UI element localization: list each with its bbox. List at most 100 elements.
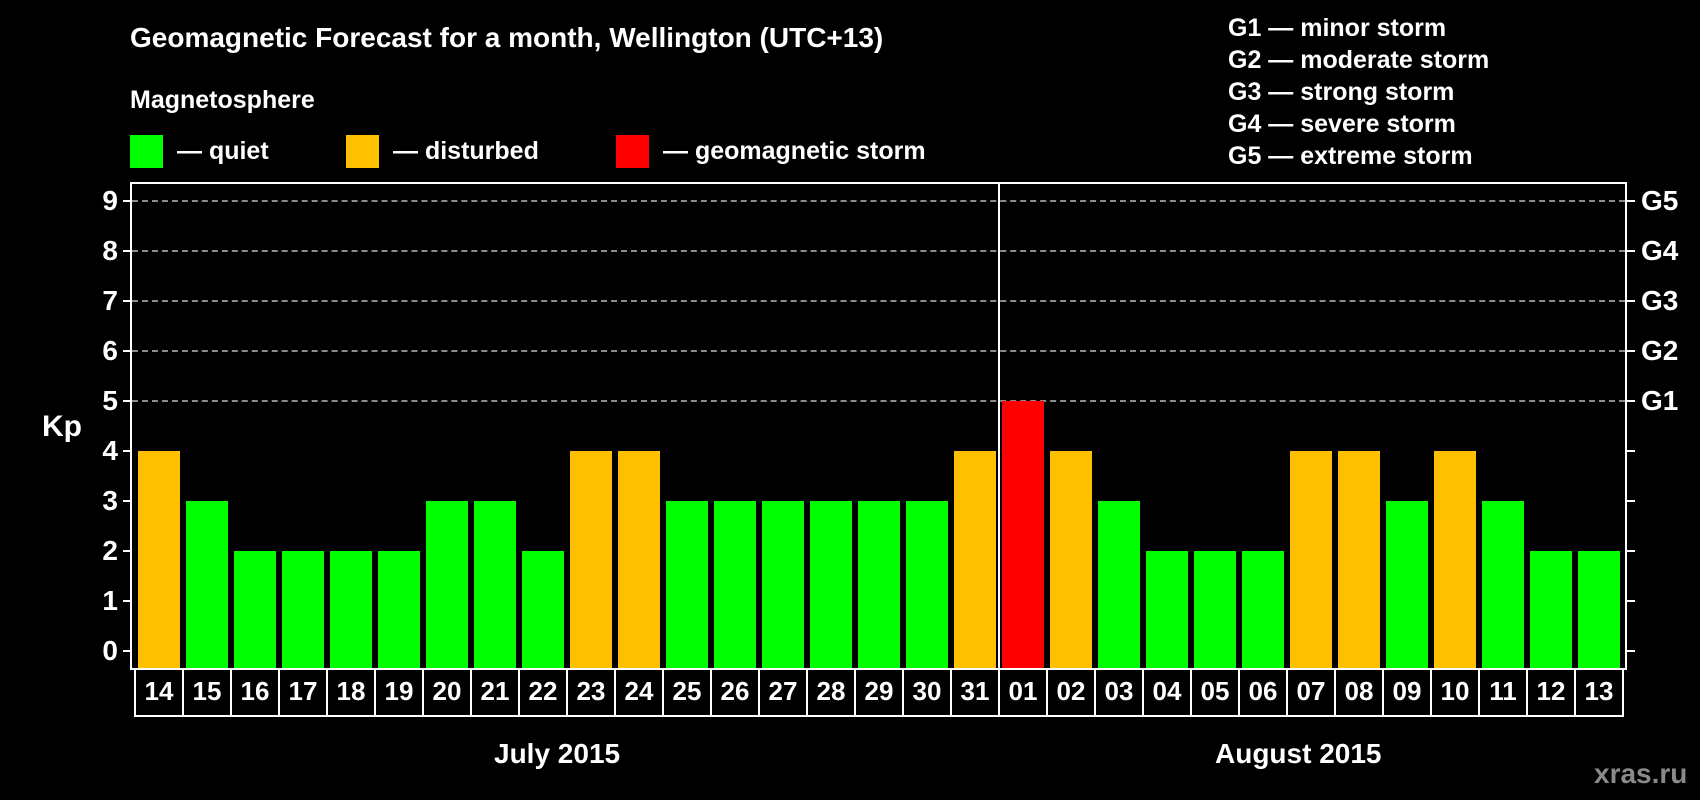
g-scale-legend: G1 — minor storm G2 — moderate storm G3 … [1228, 12, 1489, 172]
date-label: 13 [1576, 668, 1624, 715]
bar-quiet [282, 551, 324, 668]
g-scale-item: G4 — severe storm [1228, 110, 1456, 138]
disturbed-swatch-icon [346, 134, 379, 168]
y-tick [123, 450, 131, 452]
bar-quiet [234, 551, 276, 668]
date-label: 22 [520, 668, 568, 715]
y-tick-label: 0 [102, 635, 118, 666]
bar-disturbed [1050, 451, 1092, 668]
legend-label-quiet: — quiet [177, 136, 269, 165]
g-tick-label: G5 [1641, 185, 1679, 216]
date-label: 26 [712, 668, 760, 715]
date-label: 01 [1000, 668, 1048, 715]
y-tick-right [1627, 600, 1635, 602]
date-label: 18 [328, 668, 376, 715]
date-label: 03 [1096, 668, 1144, 715]
date-label: 09 [1384, 668, 1432, 715]
bar-disturbed [1434, 451, 1476, 668]
g-scale-item: G5 — extreme storm [1228, 142, 1473, 170]
g-tick-label: G3 [1641, 285, 1679, 316]
date-label: 29 [856, 668, 904, 715]
y-tick-right [1627, 300, 1635, 302]
g-tick-label: G1 [1641, 385, 1679, 416]
bar-storm [1002, 401, 1044, 668]
bar-disturbed [1290, 451, 1332, 668]
y-tick-label: 9 [102, 185, 118, 216]
date-label: 27 [760, 668, 808, 715]
bar-disturbed [954, 451, 996, 668]
date-label: 08 [1336, 668, 1384, 715]
bar-disturbed [1338, 451, 1380, 668]
y-tick-label: 4 [102, 435, 118, 466]
g-scale-item: G3 — strong storm [1228, 78, 1455, 106]
legend-item-storm: — geomagnetic storm [616, 134, 926, 168]
bar-quiet [522, 551, 564, 668]
bar-quiet [378, 551, 420, 668]
gridline [132, 350, 1625, 352]
quiet-swatch-icon [130, 134, 163, 168]
y-tick-label: 1 [102, 585, 118, 616]
y-tick-label: 6 [102, 335, 118, 366]
date-label: 17 [280, 668, 328, 715]
bar-quiet [1530, 551, 1572, 668]
date-label: 25 [664, 668, 712, 715]
bar-quiet [1146, 551, 1188, 668]
y-tick [123, 500, 131, 502]
bar-quiet [858, 501, 900, 668]
date-label: 23 [568, 668, 616, 715]
bar-disturbed [138, 451, 180, 668]
date-label: 14 [136, 668, 184, 715]
month-divider [998, 184, 1000, 668]
g-tick-label: G4 [1641, 235, 1679, 266]
date-label: 07 [1288, 668, 1336, 715]
bar-quiet [1242, 551, 1284, 668]
bar-quiet [1482, 501, 1524, 668]
g-scale-item: G2 — moderate storm [1228, 46, 1490, 74]
date-label: 30 [904, 668, 952, 715]
y-tick-label: 8 [102, 235, 118, 266]
y-tick [123, 600, 131, 602]
month-label-july: July 2015 [494, 738, 621, 769]
gridline [132, 300, 1625, 302]
y-tick [123, 400, 131, 402]
date-label: 04 [1144, 668, 1192, 715]
legend-item-quiet: — quiet [130, 134, 269, 168]
y-tick-right [1627, 200, 1635, 202]
bar-quiet [666, 501, 708, 668]
y-tick-right [1627, 400, 1635, 402]
bar-quiet [1578, 551, 1620, 668]
y-tick [123, 550, 131, 552]
y-tick-right [1627, 650, 1635, 652]
legend-subtitle: Magnetosphere [130, 86, 315, 114]
bar-quiet [330, 551, 372, 668]
y-tick-right [1627, 500, 1635, 502]
gridline [132, 200, 1625, 202]
y-tick-right [1627, 350, 1635, 352]
bar-quiet [1098, 501, 1140, 668]
date-label: 20 [424, 668, 472, 715]
date-label: 12 [1528, 668, 1576, 715]
y-tick-label: 3 [102, 485, 118, 516]
legend-label-disturbed: — disturbed [393, 136, 539, 165]
legend-item-disturbed: — disturbed [346, 134, 539, 168]
date-label: 11 [1480, 668, 1528, 715]
date-label: 10 [1432, 668, 1480, 715]
date-label: 28 [808, 668, 856, 715]
date-label: 06 [1240, 668, 1288, 715]
bar-quiet [426, 501, 468, 668]
bar-quiet [186, 501, 228, 668]
plot-frame [130, 182, 1627, 670]
watermark: xras.ru [1594, 758, 1688, 789]
date-label: 15 [184, 668, 232, 715]
date-axis: 14 15 16 17 18 19 20 21 22 23 24 25 26 27 28 29 30 31 01 02… [134, 668, 1624, 717]
bar-disturbed [618, 451, 660, 668]
date-label: 16 [232, 668, 280, 715]
bar-quiet [1386, 501, 1428, 668]
bar-quiet [1194, 551, 1236, 668]
chart-title: Geomagnetic Forecast for a month, Wellin… [130, 22, 884, 53]
y-tick-label: 7 [102, 285, 118, 316]
date-label: 21 [472, 668, 520, 715]
gridline [132, 250, 1625, 252]
y-tick-label: 5 [102, 385, 118, 416]
legend-label-storm: — geomagnetic storm [663, 136, 926, 165]
